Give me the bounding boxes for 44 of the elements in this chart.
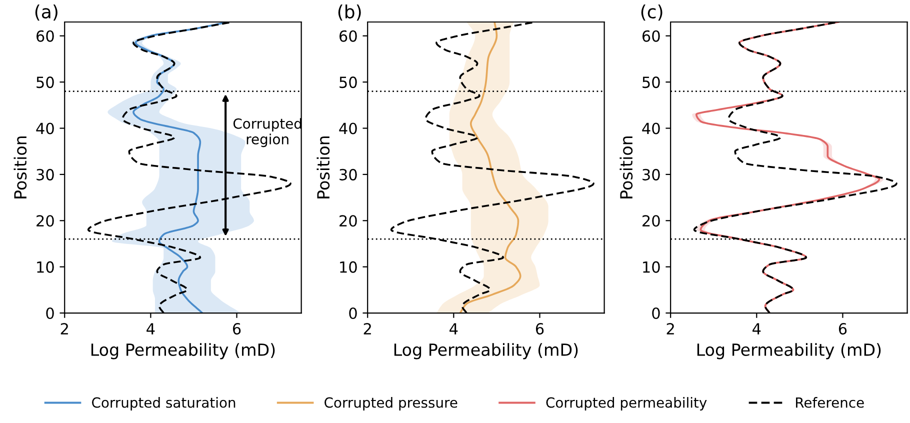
y-tick-label: 60: [642, 30, 660, 42]
x-tick-label: 4: [450, 323, 458, 334]
y-tick-label: 50: [642, 76, 660, 88]
y-tick-label: 50: [36, 76, 54, 88]
x-tick-label: 4: [146, 323, 155, 334]
y-tick-label: 0: [349, 307, 357, 320]
y-tick-label: 60: [36, 30, 54, 42]
x-tick-label: 4: [752, 323, 761, 334]
legend-label: Reference: [796, 397, 864, 408]
y-tick-label: 0: [46, 307, 54, 320]
y-tick-label: 40: [36, 122, 54, 134]
y-tick-label: 60: [339, 30, 357, 42]
y-tick-label: 30: [642, 168, 660, 180]
x-axis-title: Log Permeability (mD): [697, 343, 881, 360]
y-tick-label: 30: [340, 168, 357, 180]
y-tick-label: 20: [340, 215, 357, 227]
chart-title: (b): [338, 4, 361, 21]
x-tick-label: 6: [232, 323, 241, 335]
chart-title: (c): [641, 4, 662, 21]
y-tick-label: 20: [36, 215, 54, 227]
y-tick-label: 40: [642, 122, 660, 134]
y-axis-title: Position: [620, 136, 633, 198]
x-tick-label: 2: [666, 323, 674, 334]
legend-label: Corrupted permeability: [546, 397, 707, 410]
y-tick-label: 50: [340, 76, 357, 88]
legend-label: Corrupted saturation: [92, 397, 236, 410]
y-tick-label: 10: [643, 261, 660, 273]
x-axis-title: Log Permeability (mD): [91, 343, 275, 360]
x-axis-title: Log Permeability (mD): [394, 343, 578, 360]
x-tick-label: 6: [838, 323, 847, 335]
y-axis-title: Position: [14, 136, 27, 198]
y-axis-title: Position: [316, 136, 330, 198]
chart-title: (a): [35, 4, 58, 21]
y-tick-label: 0: [652, 307, 660, 320]
x-tick-label: 6: [536, 323, 544, 335]
y-tick-label: 40: [339, 122, 357, 134]
y-tick-label: 10: [37, 261, 54, 273]
x-tick-label: 2: [60, 323, 68, 334]
legend-label: Corrupted pressure: [324, 397, 458, 410]
annotation: Corrupted region: [233, 118, 302, 148]
y-tick-label: 10: [340, 261, 357, 273]
y-tick-label: 30: [36, 168, 54, 180]
y-tick-label: 20: [642, 215, 660, 227]
x-tick-label: 2: [364, 323, 371, 334]
